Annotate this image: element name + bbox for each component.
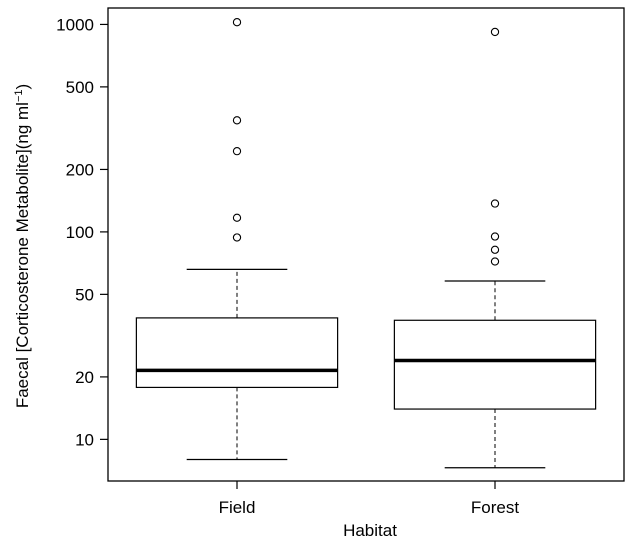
iqr-box — [394, 320, 595, 409]
outlier-point — [233, 214, 240, 221]
plot-layer — [136, 19, 595, 468]
outlier-point — [491, 28, 498, 35]
y-tick-label: 100 — [66, 223, 94, 242]
y-tick-label: 20 — [75, 368, 94, 387]
iqr-box — [136, 318, 337, 388]
outlier-point — [233, 117, 240, 124]
outlier-point — [491, 258, 498, 265]
outlier-point — [233, 148, 240, 155]
outlier-point — [491, 200, 498, 207]
axis-layer: 10 20 50 100 200 500 1000 Field Forest — [56, 8, 624, 517]
x-tick-label: Forest — [471, 498, 519, 517]
outlier-point — [491, 233, 498, 240]
outlier-point — [233, 234, 240, 241]
x-axis-title: Habitat — [343, 521, 397, 540]
y-axis-title-main: Faecal [Corticosterone Metabolite](ng ml — [13, 102, 32, 408]
y-axis-title-superscript: −1 — [13, 89, 25, 102]
y-tick-label: 10 — [75, 430, 94, 449]
y-axis-title-suffix: ) — [13, 84, 32, 90]
y-axis-title: Faecal [Corticosterone Metabolite](ng ml… — [13, 84, 32, 408]
x-tick-label: Field — [219, 498, 256, 517]
y-tick-label: 500 — [66, 78, 94, 97]
outlier-point — [233, 19, 240, 26]
y-tick-label: 50 — [75, 285, 94, 304]
outlier-point — [491, 246, 498, 253]
plot-frame — [108, 8, 624, 481]
y-tick-label: 200 — [66, 160, 94, 179]
y-tick-label: 1000 — [56, 15, 94, 34]
